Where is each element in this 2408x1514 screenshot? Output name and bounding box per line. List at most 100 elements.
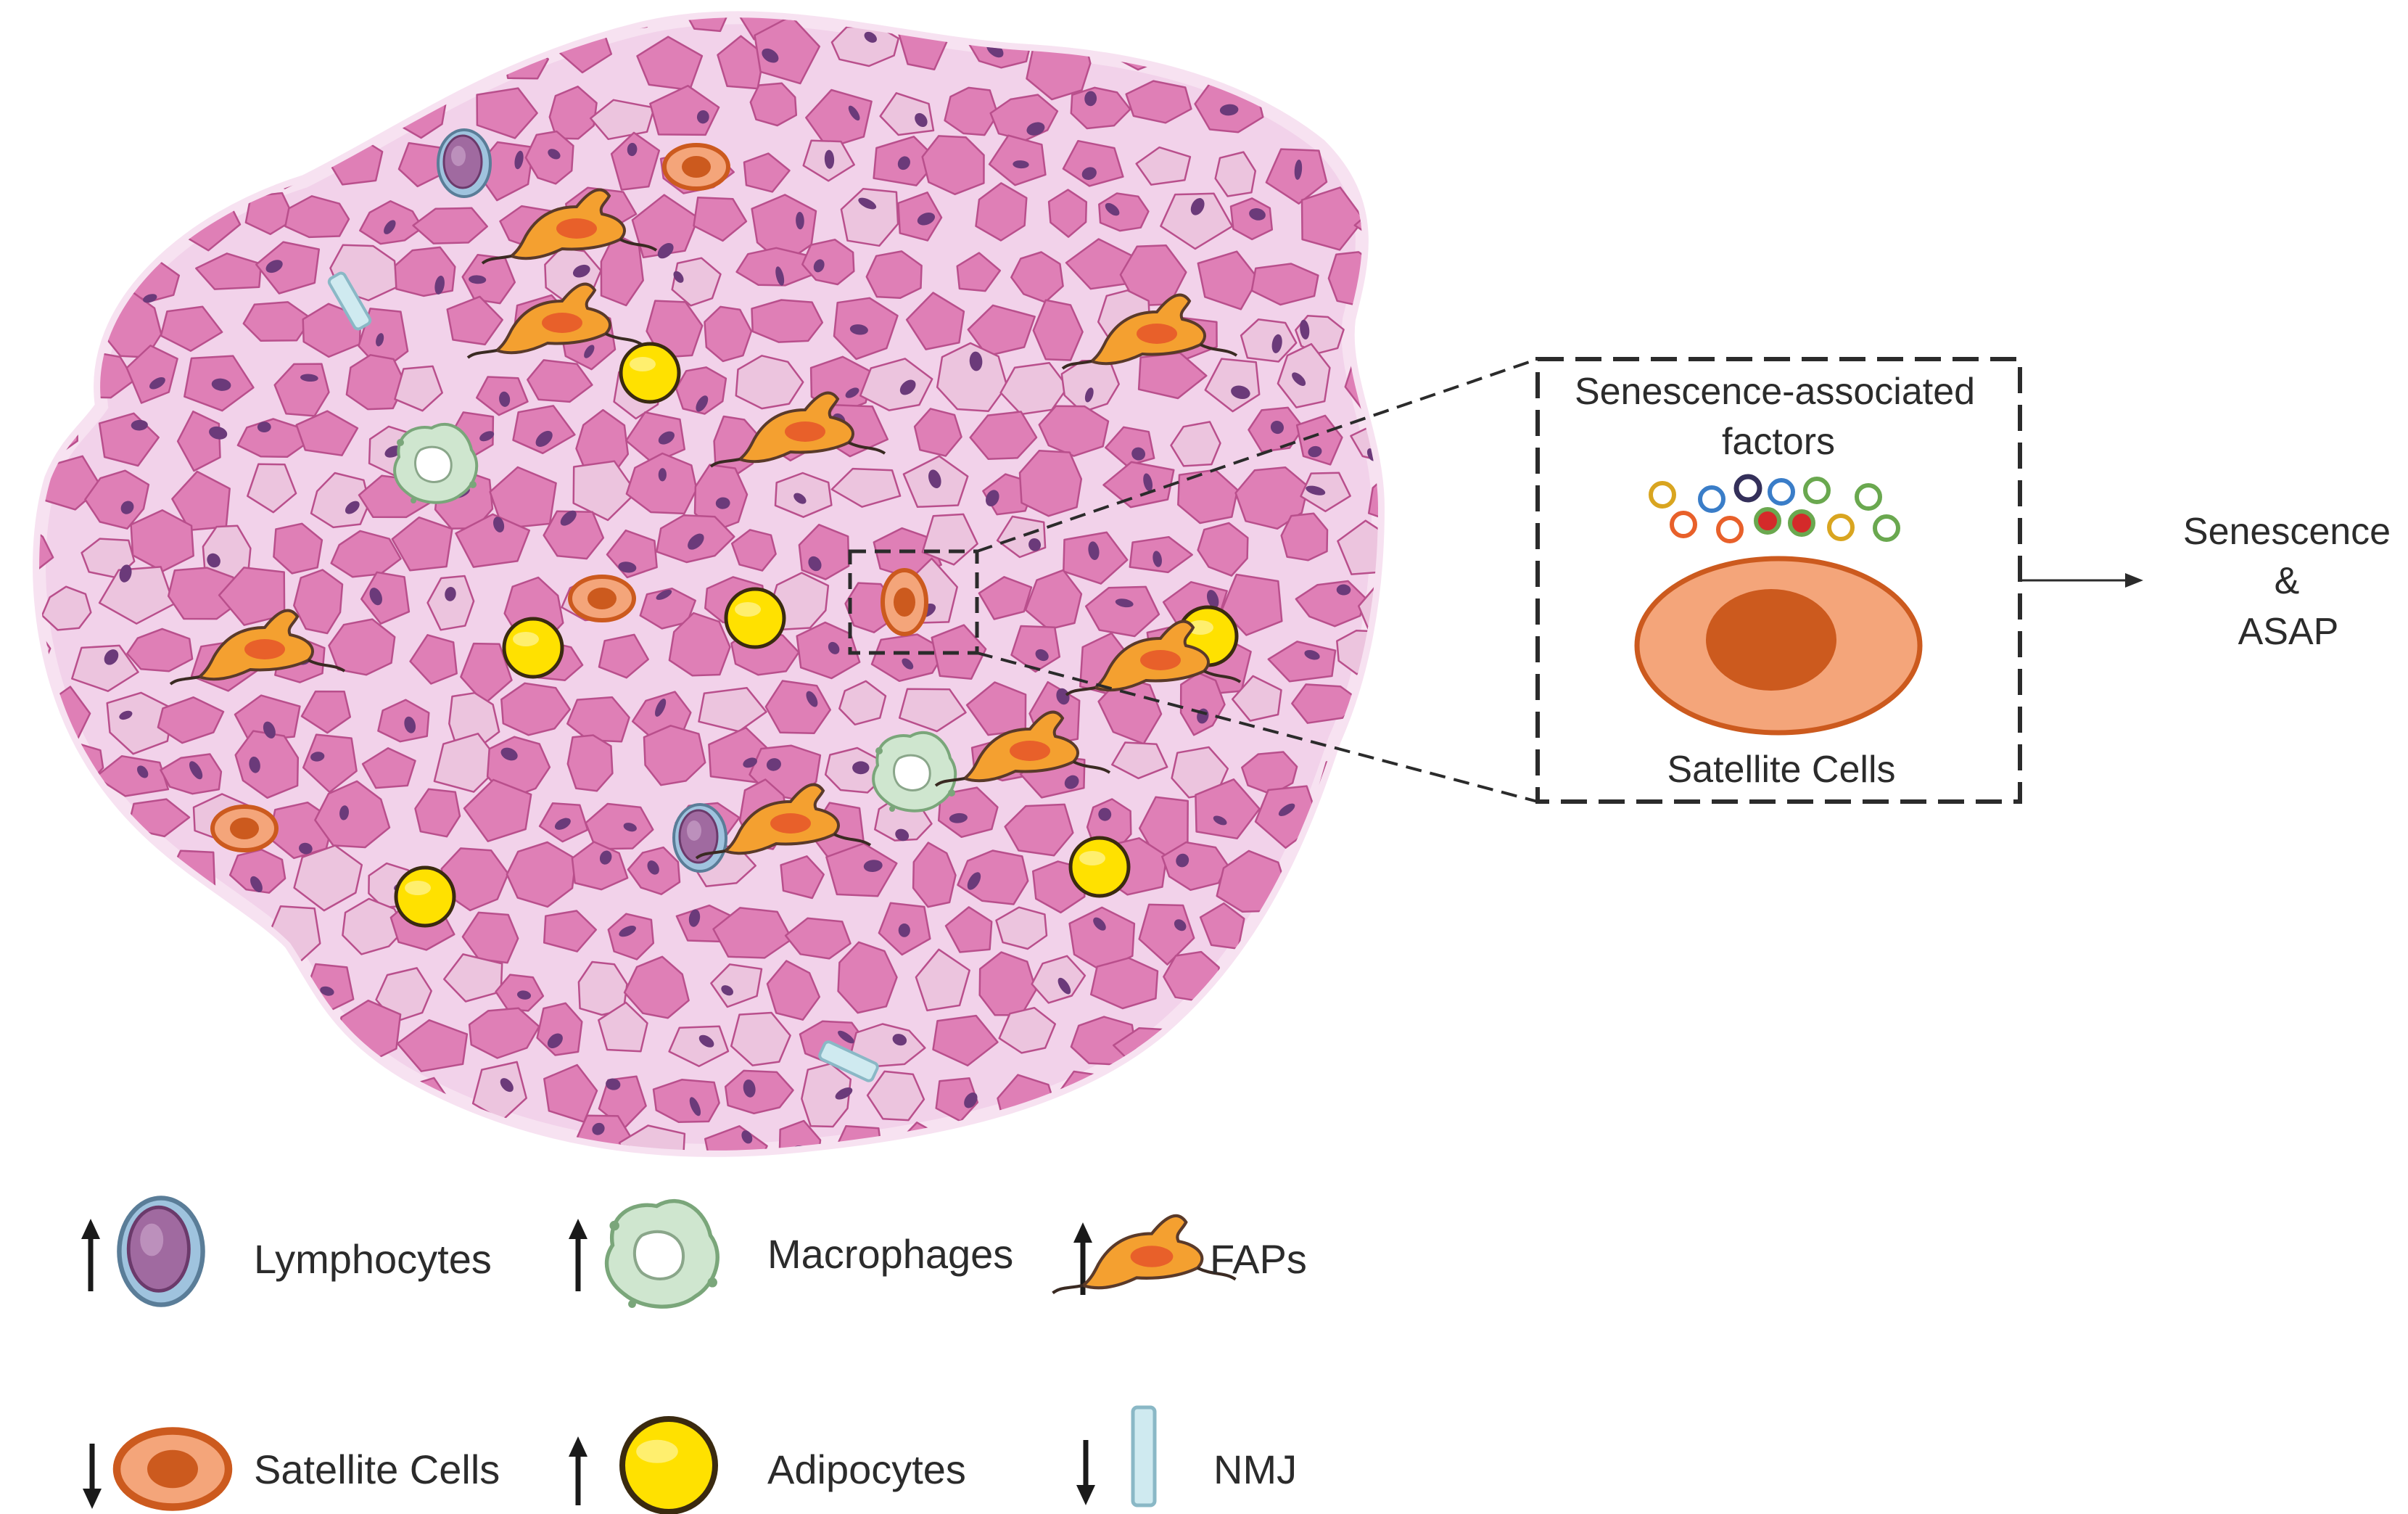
myonucleus [479,431,495,442]
myonucleus [310,752,325,762]
muscle-fiber [1010,251,1064,303]
muscle-fiber [743,152,791,193]
muscle-fiber [585,802,654,850]
muscle-fiber [1324,1078,1378,1124]
muscle-fiber [764,680,831,735]
myonucleus [514,150,524,170]
muscle-fiber [340,17,406,40]
muscle-fiber [1296,966,1357,1023]
legend: Lymphocytes Macrophages FAPs [81,1198,1307,1512]
myonucleus [347,112,360,124]
muscle-fiber [784,917,852,960]
muscle-fiber [273,1068,331,1125]
muscle-fiber [1065,238,1134,290]
muscle-fiber [185,1064,263,1120]
muscle-fiber [913,408,962,457]
muscle-fiber [218,567,286,626]
myonucleus [434,275,445,295]
muscle-fiber [1362,316,1378,365]
muscle-fiber [292,33,347,75]
muscle-fiber [126,628,194,672]
myonucleus [1289,0,1307,1]
muscle-fiber [68,908,131,966]
muscle-fiber [712,907,793,959]
myonucleus [1213,815,1227,826]
myonucleus [156,915,173,925]
muscle-fiber [1231,675,1282,722]
myonucleus [1176,853,1189,868]
muscle-fiber [128,0,183,15]
myonucleus [1278,803,1295,816]
muscle-fiber [859,358,933,411]
myonucleus [104,649,119,665]
myonucleus [119,710,133,720]
myonucleus [689,1097,701,1116]
myonucleus [345,501,360,514]
myonucleus [1381,1135,1394,1151]
myonucleus [1294,159,1303,180]
muscle-fiber [935,1077,979,1122]
myonucleus [1292,372,1306,386]
myonucleus [1026,122,1045,136]
myonucleus [838,1030,854,1044]
myonucleus [516,990,532,1000]
muscle-fiber [267,87,320,149]
factor-dot [1649,481,1676,509]
myonucleus [721,985,733,996]
legend-label: Adipocytes [767,1447,966,1492]
myonucleus [696,395,709,412]
myonucleus [1250,60,1263,79]
myonucleus [554,818,571,830]
muscle-fiber [71,74,127,131]
myonucleus [339,805,350,820]
muscle-fiber [123,123,178,190]
adipocyte [726,589,784,647]
muscle-fiber [1270,17,1315,20]
muscle-fiber [500,682,572,736]
myonucleus [453,1151,474,1161]
myonucleus [257,421,271,433]
muscle-fiber [730,1011,791,1066]
inset-title-line2: factors [1722,421,1835,463]
muscle-fiber [39,190,102,236]
myonucleus [899,379,916,395]
myonucleus [535,430,553,448]
muscle-fiber [295,410,359,456]
myonucleus [762,48,779,63]
muscle-fiber [1356,857,1378,908]
muscle-fiber [41,585,92,631]
muscle-fiber [1250,263,1319,306]
muscle-fiber [830,467,902,508]
muscle-fiber [512,405,576,455]
myonucleus [1026,0,1041,4]
muscle-fiber [1319,70,1378,133]
muscle-fiber [1367,469,1378,524]
myonucleus [84,815,96,834]
muscle-fiber [1160,192,1234,250]
myonucleus [1153,551,1162,567]
muscle-fiber [394,365,443,412]
myonucleus [384,220,396,234]
myonucleus [133,205,145,223]
muscle-fiber [39,1020,59,1074]
muscle-fiber [724,1069,794,1115]
muscle-fiber [228,848,286,894]
myonucleus [17,922,35,940]
nmj-in-tissue [818,1040,879,1082]
muscle-fiber [1004,803,1074,857]
muscle-fiber [1291,683,1363,724]
muscle-fiber [969,411,1038,460]
myonucleus [698,1034,714,1048]
myonucleus [852,761,870,775]
muscle-fiber [443,953,503,1003]
myonucleus [1084,387,1094,403]
muscle-fiber [157,696,225,744]
fap-icon [1053,1216,1236,1293]
muscle-fiber [314,780,391,849]
muscle-fiber [1098,192,1150,232]
muscle-fiber [1188,1074,1246,1117]
myonucleus [1143,473,1153,492]
muscle-fiber [607,913,655,960]
muscle-fiber [837,941,898,1014]
legend-item-adipocytes: Adipocytes [569,1419,966,1512]
